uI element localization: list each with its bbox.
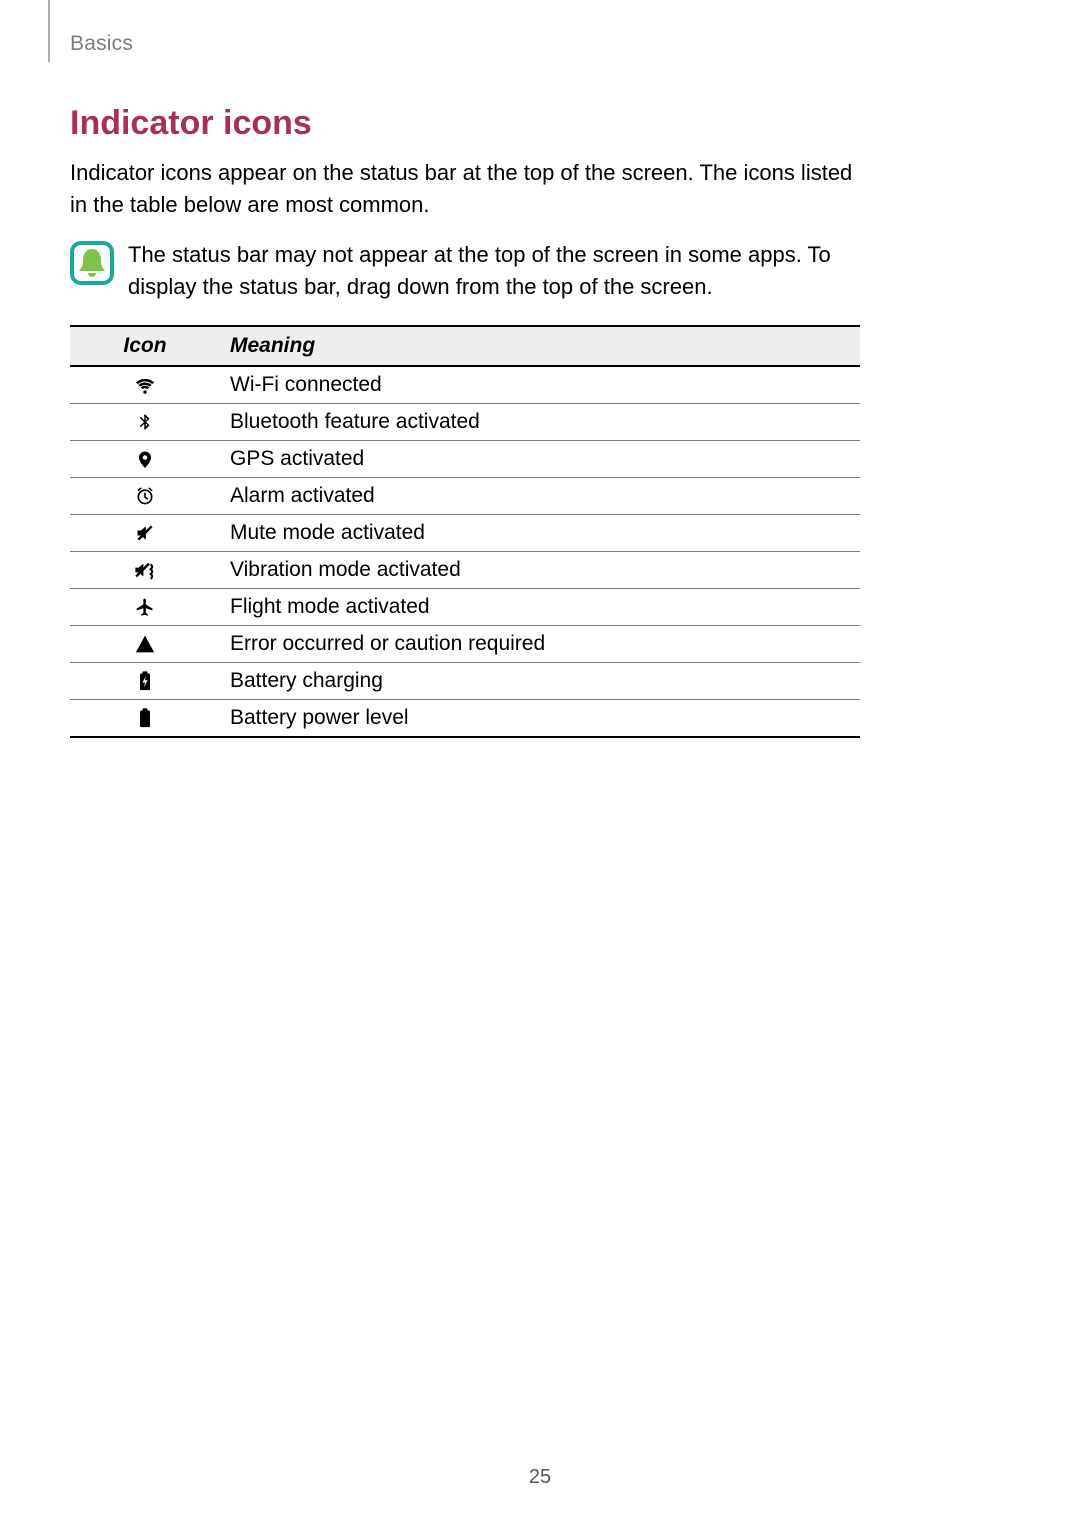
bluetooth-icon bbox=[70, 403, 220, 440]
battery-icon bbox=[70, 699, 220, 737]
table-cell-meaning: Alarm activated bbox=[220, 477, 860, 514]
mute-icon bbox=[70, 514, 220, 551]
table-row: Battery charging bbox=[70, 662, 860, 699]
table-cell-meaning: Error occurred or caution required bbox=[220, 625, 860, 662]
table-cell-meaning: Mute mode activated bbox=[220, 514, 860, 551]
battery-charging-icon bbox=[70, 662, 220, 699]
wifi-icon bbox=[70, 366, 220, 404]
table-cell-meaning: GPS activated bbox=[220, 440, 860, 477]
table-row: Battery power level bbox=[70, 699, 860, 737]
section-title: Indicator icons bbox=[70, 104, 860, 143]
table-cell-meaning: Battery power level bbox=[220, 699, 860, 737]
table-cell-meaning: Flight mode activated bbox=[220, 588, 860, 625]
flight-icon bbox=[70, 588, 220, 625]
table-row: Alarm activated bbox=[70, 477, 860, 514]
indicator-icon-table: Icon Meaning Wi-Fi connected Bluetooth f… bbox=[70, 325, 860, 738]
gps-icon bbox=[70, 440, 220, 477]
table-row: Flight mode activated bbox=[70, 588, 860, 625]
section-intro: Indicator icons appear on the status bar… bbox=[70, 157, 860, 221]
warning-icon bbox=[70, 625, 220, 662]
table-row: Vibration mode activated bbox=[70, 551, 860, 588]
table-cell-meaning: Wi-Fi connected bbox=[220, 366, 860, 404]
table-row: Error occurred or caution required bbox=[70, 625, 860, 662]
page: Basics Indicator icons Indicator icons a… bbox=[0, 0, 1080, 1527]
table-cell-meaning: Bluetooth feature activated bbox=[220, 403, 860, 440]
note-text: The status bar may not appear at the top… bbox=[128, 239, 860, 303]
table-header-icon: Icon bbox=[70, 326, 220, 366]
table-row: Wi-Fi connected bbox=[70, 366, 860, 404]
page-number: 25 bbox=[0, 1466, 1080, 1489]
note-row: The status bar may not appear at the top… bbox=[70, 239, 860, 303]
table-row: Mute mode activated bbox=[70, 514, 860, 551]
top-rule bbox=[48, 0, 50, 62]
breadcrumb: Basics bbox=[70, 32, 133, 56]
table-row: GPS activated bbox=[70, 440, 860, 477]
vibration-icon bbox=[70, 551, 220, 588]
content-area: Indicator icons Indicator icons appear o… bbox=[70, 104, 860, 738]
table-cell-meaning: Battery charging bbox=[220, 662, 860, 699]
note-bell-icon bbox=[70, 241, 114, 285]
alarm-icon bbox=[70, 477, 220, 514]
table-row: Bluetooth feature activated bbox=[70, 403, 860, 440]
table-cell-meaning: Vibration mode activated bbox=[220, 551, 860, 588]
table-header-meaning: Meaning bbox=[220, 326, 860, 366]
